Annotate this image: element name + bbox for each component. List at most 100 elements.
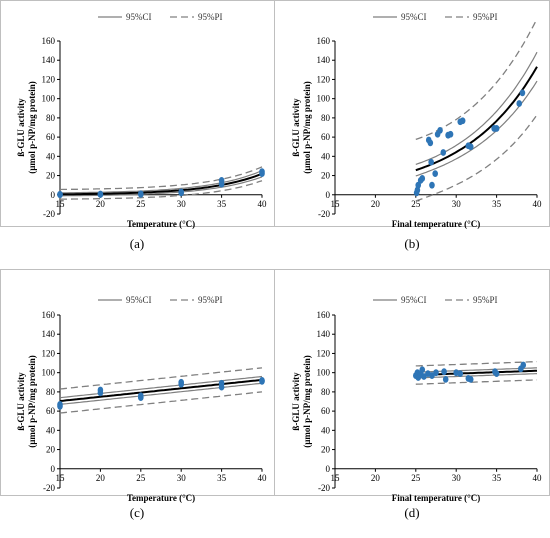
x-tick-label: 20	[96, 199, 106, 209]
x-tick-label: 15	[331, 199, 341, 209]
x-tick-label: 40	[258, 199, 268, 209]
y-axis-label-line1: ß-GLU activity	[16, 372, 26, 431]
ci-lower-line	[415, 373, 538, 379]
legend-label-ci: 95%CI	[126, 12, 152, 22]
fit-line	[60, 172, 263, 196]
data-point	[178, 188, 184, 196]
x-axis-label: Final temperature (°C)	[392, 493, 480, 503]
x-tick-label: 40	[533, 199, 543, 209]
y-tick-label: -20	[318, 209, 330, 219]
data-point	[419, 366, 426, 374]
y-tick-label: 80	[46, 113, 56, 123]
data-point	[442, 375, 449, 383]
y-tick-label: 120	[317, 348, 331, 358]
pi-lower-line	[59, 180, 263, 200]
y-tick-label: 20	[321, 171, 331, 181]
y-tick-label: 140	[42, 55, 56, 65]
panel-label-c: (c)	[130, 505, 144, 520]
y-axis-label-line2: (µmol p-NP/mg protein)	[27, 355, 37, 448]
data-point	[138, 392, 144, 400]
x-tick-label: 35	[492, 473, 502, 483]
legend-label-ci: 95%CI	[401, 295, 427, 305]
legend-label-pi: 95%PI	[473, 295, 498, 305]
data-point	[520, 361, 527, 369]
y-axis-label-line1: ß-GLU activity	[16, 98, 26, 157]
x-axis-label: Final temperature (°C)	[392, 219, 480, 229]
y-tick-label: 40	[321, 151, 331, 161]
data-point	[138, 190, 144, 198]
y-axis-label-line2: (µmol p-NP/mg protein)	[27, 81, 37, 174]
data-point	[457, 370, 464, 378]
panel-label-d: (d)	[404, 505, 419, 520]
x-tick-label: 15	[56, 199, 66, 209]
data-point	[259, 168, 265, 176]
ci-upper-line	[59, 375, 263, 399]
panel-label-a: (a)	[130, 236, 144, 251]
data-point	[447, 130, 454, 138]
y-axis-label-line1: ß-GLU activity	[291, 372, 301, 431]
chart-panel-d: -20 0 20 40 60 80 100 120 140 160 15 20 25 30 35 40 Fina…	[291, 295, 542, 503]
y-tick-label: 100	[42, 94, 56, 104]
x-tick-label: 25	[136, 199, 146, 209]
pi-upper-line	[415, 18, 538, 141]
x-tick-label: 25	[411, 473, 421, 483]
legend-label-pi: 95%PI	[198, 12, 223, 22]
fit-line	[415, 66, 538, 172]
y-axis-label-line2: (µmol p-NP/mg protein)	[302, 81, 312, 174]
x-tick-label: 20	[371, 199, 381, 209]
y-tick-label: 60	[321, 406, 331, 416]
pi-lower-line	[415, 379, 537, 385]
y-tick-label: 140	[42, 329, 56, 339]
legend-label-ci: 95%CI	[126, 295, 152, 305]
data-point	[432, 170, 438, 178]
x-tick-label: 20	[371, 473, 381, 483]
ci-upper-line	[415, 51, 538, 165]
ci-lower-line	[60, 176, 263, 197]
data-point	[178, 378, 184, 386]
panel-label-b: (b)	[404, 236, 419, 251]
legend-label-ci: 95%CI	[401, 12, 427, 22]
x-tick-label: 20	[96, 473, 106, 483]
data-point	[429, 181, 435, 189]
y-tick-label: 40	[321, 425, 331, 435]
data-point	[57, 400, 63, 408]
x-tick-label: 40	[533, 473, 543, 483]
data-point	[459, 117, 466, 125]
x-axis-label: Temperature (°C)	[127, 493, 195, 503]
y-tick-label: -20	[43, 209, 55, 219]
y-tick-label: 0	[326, 464, 331, 474]
y-tick-label: 40	[46, 151, 56, 161]
x-tick-label: 30	[452, 199, 462, 209]
y-tick-label: 20	[46, 171, 56, 181]
y-tick-label: 160	[317, 36, 331, 46]
data-point	[97, 386, 104, 394]
pi-upper-line	[415, 360, 538, 367]
y-tick-label: 80	[321, 113, 331, 123]
x-axis-label: Temperature (°C)	[127, 219, 195, 229]
y-tick-label: 20	[46, 445, 56, 455]
x-tick-label: 40	[258, 473, 268, 483]
pi-upper-line	[59, 166, 263, 191]
panel-frame-b	[274, 0, 550, 227]
data-point	[519, 89, 526, 97]
data-point	[427, 139, 434, 147]
ci-upper-line	[60, 170, 263, 194]
y-tick-label: 100	[42, 368, 56, 378]
legend-label-pi: 95%PI	[473, 12, 498, 22]
data-point	[218, 176, 225, 184]
y-tick-label: 60	[46, 132, 56, 142]
chart-panel-a: -20 0 20 40 60 80 100 120 140 160 15 20 25 30 35 40 Temp…	[16, 12, 267, 229]
data-point	[493, 125, 500, 132]
y-tick-label: -20	[318, 483, 330, 493]
data-point	[467, 375, 474, 383]
y-tick-label: 160	[317, 310, 331, 320]
y-axis-label-line1: ß-GLU activity	[291, 98, 301, 157]
data-point	[493, 370, 500, 378]
x-tick-label: 15	[56, 473, 66, 483]
x-tick-label: 35	[217, 473, 227, 483]
y-tick-label: 80	[46, 387, 56, 397]
data-point	[516, 100, 523, 107]
x-tick-label: 15	[331, 473, 341, 483]
data-point	[437, 126, 443, 134]
y-tick-label: 40	[46, 425, 56, 435]
